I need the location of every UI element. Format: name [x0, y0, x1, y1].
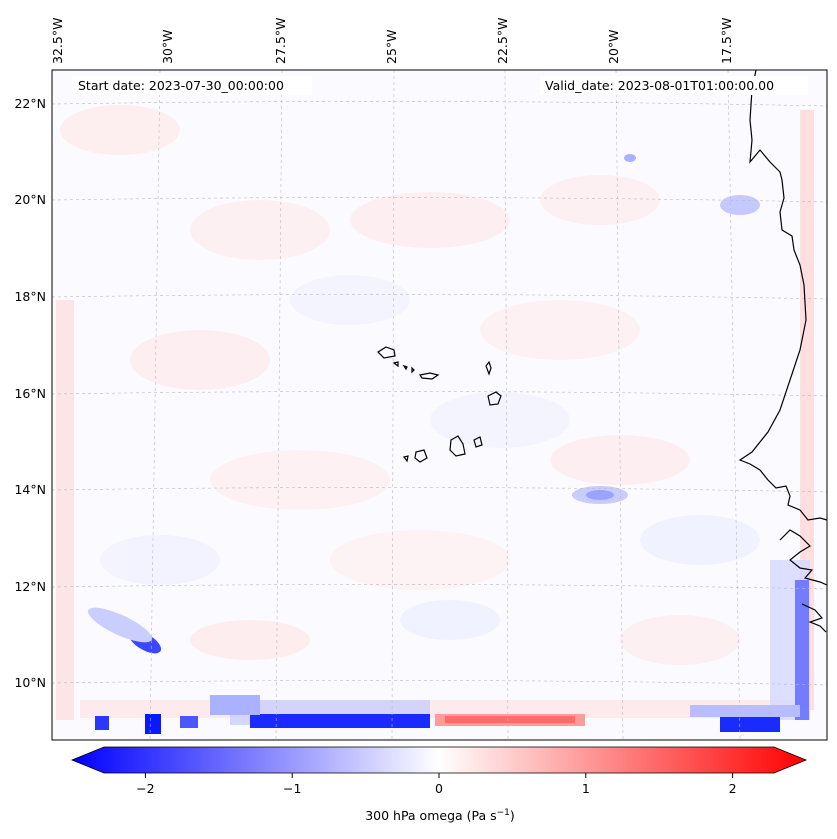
latitude-labels: 22°N 20°N 18°N 16°N 14°N 12°N 10°N [14, 96, 46, 690]
latitude-label: 16°N [14, 386, 46, 401]
colorbar-tick-label: −2 [136, 781, 154, 796]
colorbar-tick-label: −1 [283, 781, 301, 796]
latitude-label: 20°N [14, 192, 46, 207]
cape-verde-islands [377, 346, 502, 463]
longitude-label: 22.5°W [495, 18, 510, 64]
colorbar-tick-label: 1 [582, 781, 590, 796]
map-frame [51, 69, 828, 741]
latitude-label: 18°N [14, 289, 46, 304]
colorbar-tick-label: 2 [729, 781, 737, 796]
longitude-label: 32.5°W [50, 18, 65, 64]
start-date-box [72, 76, 312, 95]
coastline [738, 69, 828, 633]
latitude-label: 12°N [14, 579, 46, 594]
colorbar: −2 −1 0 1 2 300 hPa omega (Pa s−1) [70, 746, 808, 823]
longitude-label: 20°W [606, 29, 621, 64]
longitude-label: 25°W [384, 29, 399, 64]
latitude-label: 10°N [14, 675, 46, 690]
longitude-label: 27.5°W [273, 18, 288, 64]
longitude-label: 30°W [160, 29, 175, 64]
longitude-label: 17.5°W [719, 18, 734, 64]
graticule [51, 69, 828, 741]
colorbar-ticks: −2 −1 0 1 2 [136, 773, 737, 796]
latitude-label: 22°N [14, 96, 46, 111]
colorbar-tick-label: 0 [435, 781, 443, 796]
omega-field [56, 105, 814, 734]
longitude-labels: 32.5°W 30°W 27.5°W 25°W 22.5°W 20°W 17.5°W [50, 18, 734, 64]
valid-date-box [540, 76, 808, 95]
colorbar-label: 300 hPa omega (Pa s−1) [365, 808, 515, 823]
colorbar-bar [70, 746, 808, 774]
valid-date-label: Valid_date: 2023-08-01T01:00:00.00 [545, 78, 774, 93]
start-date-label: Start date: 2023-07-30_00:00:00 [78, 78, 284, 93]
latitude-label: 14°N [14, 482, 46, 497]
